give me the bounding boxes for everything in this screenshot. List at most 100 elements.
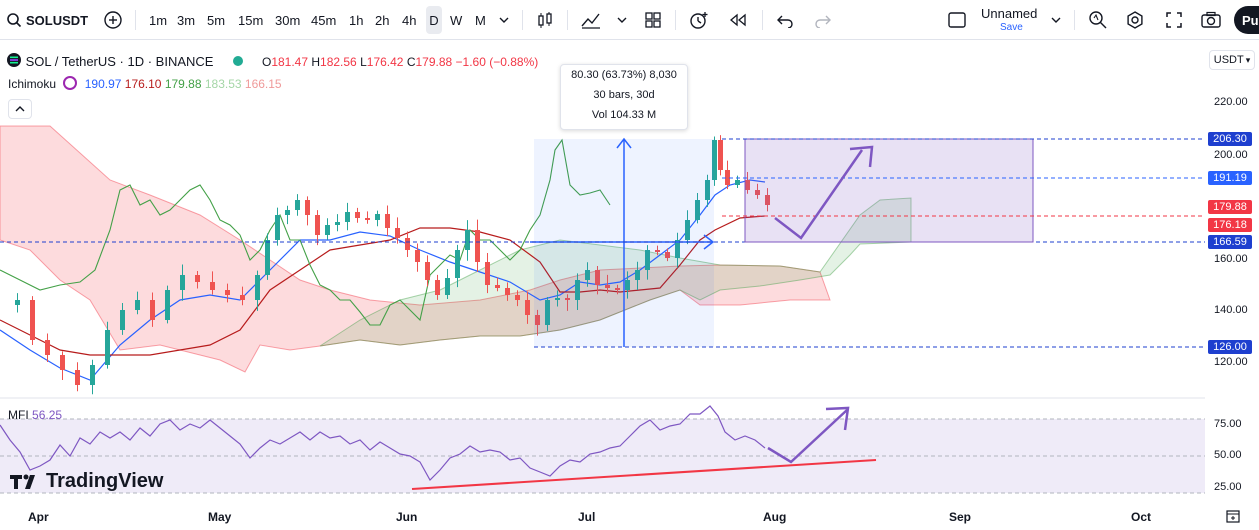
close-value: 179.88 bbox=[415, 55, 453, 69]
interval-2h[interactable]: 2h bbox=[375, 12, 390, 28]
interval-45m[interactable]: 45m bbox=[311, 12, 337, 28]
time-label: Jul bbox=[578, 510, 596, 524]
interval-5m[interactable]: 5m bbox=[207, 12, 226, 28]
candle-body bbox=[150, 300, 155, 320]
candle-body bbox=[105, 330, 110, 365]
ichimoku-cloud-bearish bbox=[0, 125, 831, 373]
price-tag-range-low: 126.00 bbox=[1208, 340, 1252, 354]
mfi-trendline bbox=[411, 459, 877, 490]
candle-body bbox=[435, 280, 440, 295]
time-label: Sep bbox=[949, 510, 972, 524]
candle-body bbox=[705, 180, 710, 200]
candle-body bbox=[210, 282, 215, 290]
symbol-title[interactable]: SOL / TetherUS · 1D · BINANCE bbox=[25, 54, 214, 69]
chevron-down-icon[interactable] bbox=[498, 0, 510, 40]
interval-d[interactable]: D bbox=[426, 6, 442, 34]
tradingview-logo: TradingView bbox=[10, 470, 163, 493]
candle-body bbox=[355, 212, 360, 218]
candle-series bbox=[15, 135, 770, 395]
alert-icon[interactable] bbox=[688, 0, 710, 40]
ichimoku-lagging-line bbox=[0, 138, 611, 326]
high-value: 182.56 bbox=[320, 55, 357, 69]
candles-chart-type-icon[interactable] bbox=[535, 0, 555, 40]
candle-body bbox=[675, 240, 680, 258]
candle-body bbox=[712, 140, 717, 180]
time-label: Oct bbox=[1131, 510, 1152, 524]
candle-body bbox=[405, 238, 410, 250]
ichimoku-legend[interactable]: Ichimoku 190.97 176.10 179.88 183.53 166… bbox=[8, 76, 282, 91]
candle-body bbox=[165, 290, 170, 320]
interval-1m[interactable]: 1m bbox=[149, 12, 168, 28]
candle-body bbox=[325, 225, 330, 235]
symbol-search-button[interactable]: SOLUSDT bbox=[26, 12, 89, 28]
price-chart[interactable] bbox=[0, 42, 1205, 506]
quick-search-icon[interactable] bbox=[1088, 0, 1108, 40]
interval-15m[interactable]: 15m bbox=[238, 12, 264, 28]
candle-body bbox=[135, 300, 140, 310]
currency-label: USDT bbox=[1213, 54, 1244, 66]
candle-body bbox=[718, 140, 723, 170]
indicators-icon[interactable] bbox=[580, 0, 602, 40]
market-status-icon bbox=[232, 56, 243, 66]
candle-body bbox=[385, 214, 390, 228]
go-to-date-icon[interactable] bbox=[1226, 509, 1240, 526]
candle-body bbox=[585, 270, 590, 280]
replay-icon[interactable] bbox=[728, 0, 748, 40]
camera-snapshot-icon[interactable] bbox=[1200, 0, 1222, 40]
top-toolbar: SOLUSDT 1m 3m 5m 15m 30m 45m 1h 2h 4h D … bbox=[0, 0, 1259, 40]
fullscreen-icon[interactable] bbox=[1165, 0, 1183, 40]
layout-grid-icon[interactable] bbox=[643, 0, 663, 40]
candle-body bbox=[90, 365, 95, 385]
ichimoku-cloud-bullish bbox=[319, 197, 912, 347]
price-tick: 220.00 bbox=[1214, 96, 1248, 108]
collapse-legend-button[interactable] bbox=[8, 99, 32, 119]
candle-body bbox=[335, 222, 340, 225]
interval-m[interactable]: M bbox=[475, 12, 486, 28]
time-label: Jun bbox=[396, 510, 418, 524]
search-icon[interactable] bbox=[6, 0, 22, 40]
measure-price-change: 80.30 (63.73%) 8,030 bbox=[571, 69, 677, 81]
candle-body bbox=[765, 195, 770, 205]
price-tick: 160.00 bbox=[1214, 253, 1248, 265]
candle-body bbox=[725, 170, 730, 185]
candle-body bbox=[555, 298, 560, 300]
price-tag-conversion: 191.19 bbox=[1208, 171, 1252, 185]
interval-3m[interactable]: 3m bbox=[177, 12, 196, 28]
ichimoku-base-line bbox=[0, 215, 766, 356]
open-value: 181.47 bbox=[271, 55, 309, 69]
compare-add-icon[interactable] bbox=[103, 0, 123, 40]
interval-30m[interactable]: 30m bbox=[275, 12, 301, 28]
mfi-label: MFI bbox=[8, 408, 29, 422]
publish-button[interactable]: Pu bbox=[1234, 6, 1259, 34]
tradingview-logo-icon bbox=[10, 474, 35, 489]
low-value: 176.42 bbox=[366, 55, 404, 69]
chevron-down-icon-2[interactable] bbox=[616, 0, 628, 40]
interval-4h[interactable]: 4h bbox=[402, 12, 417, 28]
chevron-down-icon-3[interactable] bbox=[1050, 0, 1062, 40]
settings-gear-icon[interactable] bbox=[1125, 0, 1145, 40]
ichimoku-base-value: 176.10 bbox=[124, 77, 162, 91]
candle-body bbox=[625, 280, 630, 290]
layout-name[interactable]: Unnamed bbox=[981, 5, 1038, 21]
undo-icon[interactable] bbox=[776, 0, 794, 40]
candle-body bbox=[655, 250, 660, 252]
close-label: C bbox=[406, 55, 416, 69]
candle-body bbox=[735, 180, 740, 185]
interval-w[interactable]: W bbox=[450, 12, 463, 28]
candle-body bbox=[605, 285, 610, 288]
high-label: H bbox=[311, 55, 321, 69]
time-label: Apr bbox=[28, 510, 49, 524]
candle-body bbox=[615, 288, 620, 290]
layout-save-status[interactable]: Save bbox=[1000, 21, 1023, 33]
layout-box-icon[interactable] bbox=[947, 0, 967, 40]
solana-logo-icon bbox=[6, 52, 22, 71]
mfi-legend[interactable]: MFI 56.25 bbox=[8, 408, 62, 422]
ichimoku-lagging-value: 179.88 bbox=[164, 77, 202, 91]
interval-1h[interactable]: 1h bbox=[349, 12, 364, 28]
range-measure-tooltip: 80.30 (63.73%) 8,030 30 bars, 30d Vol 10… bbox=[560, 64, 688, 130]
candle-body bbox=[365, 218, 370, 220]
currency-selector[interactable]: USDT ▾ bbox=[1209, 50, 1255, 70]
price-tag-base: 176.18 bbox=[1208, 218, 1252, 232]
candle-body bbox=[645, 250, 650, 270]
redo-icon[interactable] bbox=[814, 0, 832, 40]
